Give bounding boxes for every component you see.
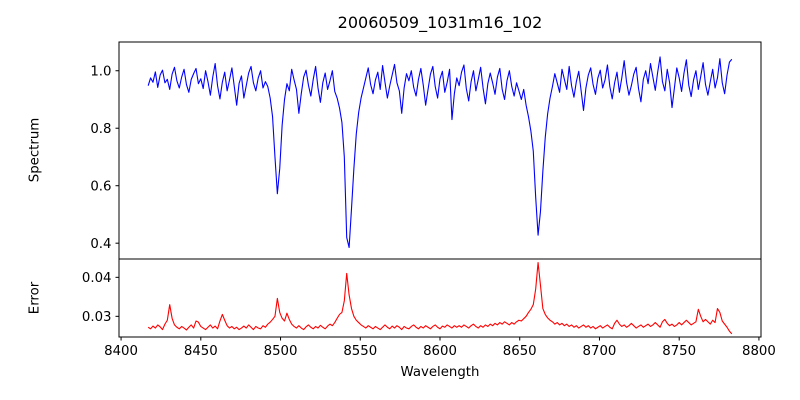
- chart-title: 20060509_1031m16_102: [337, 13, 543, 32]
- spectrum-panel-spines: [118, 41, 762, 260]
- xtick-label: 8800: [742, 344, 776, 359]
- xtick-label: 8650: [503, 344, 537, 359]
- xtick-label: 8500: [264, 344, 298, 359]
- x-axis-label: Wavelength: [400, 365, 480, 380]
- xtick-label: 8750: [662, 344, 696, 359]
- error-panel-spines: [118, 258, 762, 338]
- error-line: [147, 261, 733, 335]
- xtick-label: 8400: [104, 344, 138, 359]
- xtick-label: 8700: [583, 344, 617, 359]
- error-ytick-label: 0.03: [82, 310, 112, 325]
- spectrum-ytick-label: 0.4: [90, 237, 111, 252]
- spectrum-ytick-label: 1.0: [90, 64, 111, 79]
- xtick-label: 8450: [184, 344, 218, 359]
- error-ytick-label: 0.04: [82, 271, 112, 286]
- y-axis-label-spectrum: Spectrum: [27, 117, 43, 183]
- spectrum-ytick-label: 0.6: [90, 179, 111, 194]
- xtick-label: 8550: [343, 344, 377, 359]
- spectrum-ytick-label: 0.8: [90, 122, 111, 137]
- xtick-label: 8600: [423, 344, 457, 359]
- spectrum-line: [147, 56, 733, 249]
- y-axis-label-error: Error: [27, 281, 43, 315]
